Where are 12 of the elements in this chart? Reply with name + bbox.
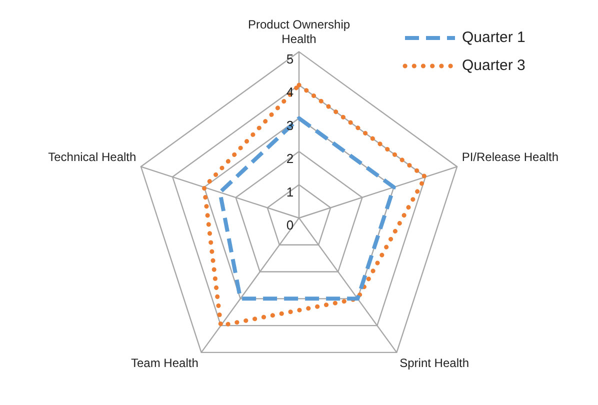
spoke-label: PI/Release Health [462, 150, 559, 164]
spoke-label: Team Health [130, 356, 198, 370]
y-tick-label: 0 [286, 218, 294, 233]
spoke-label: Sprint Health [400, 356, 470, 370]
y-tick-label: 2 [286, 151, 294, 166]
y-tick-label: 5 [286, 51, 294, 66]
legend-label: Quarter 3 [462, 57, 526, 74]
y-tick-label: 4 [286, 84, 294, 100]
legend-label: Quarter 1 [462, 29, 526, 46]
y-tick-label: 1 [286, 184, 294, 200]
spoke-label: Technical Health [48, 150, 136, 164]
spoke-label: Product Ownership Health [248, 18, 350, 46]
